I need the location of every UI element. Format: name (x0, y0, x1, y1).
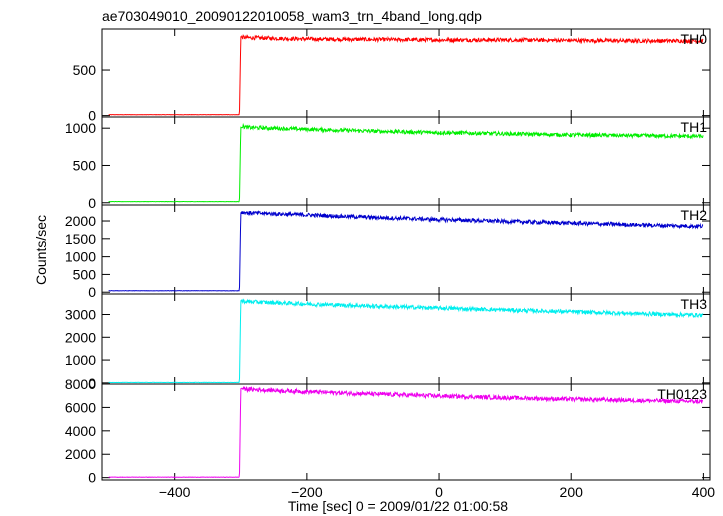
y-tick-label: 2000 (65, 446, 96, 462)
panel-th0: 0 500 TH0 (73, 28, 711, 124)
y-tick-label: 500 (73, 157, 97, 173)
panel-frame (101, 116, 711, 206)
y-tick-label: 2000 (65, 329, 96, 345)
y-tick-label: 500 (73, 266, 97, 282)
panel-label: TH0123 (657, 386, 707, 402)
panel-label: TH3 (681, 296, 708, 312)
x-tick-label: −400 (159, 484, 191, 500)
panel-th1: 0 500 1000 TH1 (65, 116, 711, 211)
panel-label: TH1 (681, 119, 708, 135)
y-tick-label: 1500 (65, 231, 96, 247)
panel-frame (101, 383, 711, 481)
y-tick-label: 4000 (65, 423, 96, 439)
x-tick-label: 400 (692, 484, 716, 500)
panel-label: TH2 (681, 207, 708, 223)
y-tick-label: 2000 (65, 213, 96, 229)
y-tick-label: 1000 (65, 249, 96, 265)
panel-th3: 0 1000 2000 3000 TH3 (65, 293, 711, 391)
y-tick-label: 6000 (65, 399, 96, 415)
y-tick-label: 0 (88, 284, 96, 300)
y-tick-label: 0 (88, 195, 96, 211)
series-line-th1 (108, 122, 704, 203)
y-tick-label: 8000 (65, 376, 96, 392)
y-tick-label: 1000 (65, 120, 96, 136)
x-tick-label: −200 (291, 484, 323, 500)
panel-th0123: 0 2000 4000 6000 8000 TH0123 (65, 376, 711, 486)
x-tick-label: 0 (435, 484, 443, 500)
y-tick-label: 1000 (65, 352, 96, 368)
series-line-th2 (108, 210, 704, 292)
series-line-th0123 (108, 386, 704, 478)
chart-title: ae703049010_20090122010058_wam3_trn_4ban… (102, 8, 482, 24)
panel-label: TH0 (681, 31, 708, 47)
y-tick-label: 0 (88, 375, 96, 391)
y-tick-label: 0 (88, 470, 96, 486)
x-axis-label: Time [sec] 0 = 2009/01/22 01:00:58 (288, 498, 508, 514)
y-tick-label: 0 (88, 108, 96, 124)
x-tick-label: 200 (560, 484, 584, 500)
y-tick-label: 500 (73, 62, 97, 78)
y-axis-label: Counts/sec (33, 215, 49, 285)
series-line-th3 (108, 298, 704, 384)
series-line-th0 (108, 33, 704, 116)
y-tick-label: 3000 (65, 307, 96, 323)
